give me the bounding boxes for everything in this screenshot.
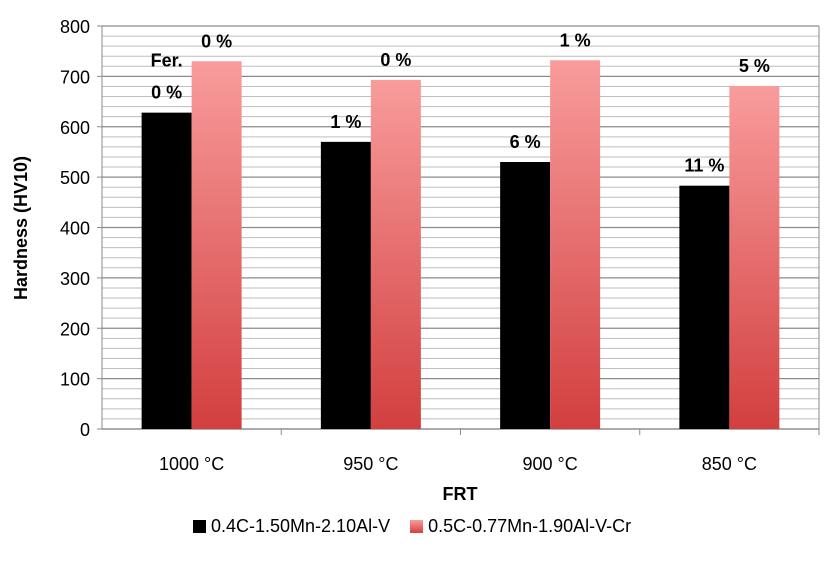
bar-black <box>679 185 730 429</box>
legend-item-series-1: 0.4C-1.50Mn-2.10Al-V <box>193 516 390 537</box>
data-label: 0 % <box>380 50 411 70</box>
legend-label: 0.4C-1.50Mn-2.10Al-V <box>211 516 391 536</box>
data-label: 5 % <box>739 56 770 76</box>
data-label: 11 % <box>684 156 724 176</box>
legend-item-series-2: 0.5C-0.77Mn-1.90Al-V-Cr <box>410 516 631 537</box>
bar-black <box>320 141 371 430</box>
data-label: 0 % <box>201 31 232 51</box>
bar-red <box>729 85 780 429</box>
y-tick-label: 200 <box>60 319 90 339</box>
bar-red <box>370 79 421 430</box>
data-label: 1 % <box>560 30 591 50</box>
data-label: 6 % <box>510 132 541 152</box>
bar-red <box>550 60 601 429</box>
y-tick-label: 0 <box>80 420 90 440</box>
y-tick-label: 700 <box>60 67 90 87</box>
x-tick-label: 850 °C <box>702 454 757 474</box>
x-tick-label: 1000 °C <box>159 454 224 474</box>
bar-red <box>191 61 242 429</box>
y-tick-label: 100 <box>60 370 90 390</box>
y-tick-label: 500 <box>60 168 90 188</box>
y-tick-label: 300 <box>60 269 90 289</box>
data-label: 0 % <box>151 83 182 103</box>
y-tick-label: 400 <box>60 219 90 239</box>
y-tick-label: 800 <box>60 17 90 37</box>
x-axis-title: FRT <box>443 484 478 504</box>
x-tick-label: 950 °C <box>343 454 398 474</box>
hardness-bar-chart: 0 100 200 300 400 500 600 700 800 1000 °C 0 % 0 % 95… <box>11 17 820 504</box>
legend: 0.4C-1.50Mn-2.10Al-V 0.5C-0.77Mn-1.90Al-… <box>193 516 651 537</box>
data-label: 1 % <box>330 112 361 132</box>
annotation-label: Fer. <box>151 51 183 71</box>
legend-label: 0.5C-0.77Mn-1.90Al-V-Cr <box>428 516 632 536</box>
bar-black <box>500 162 551 429</box>
y-tick-label: 600 <box>60 118 90 138</box>
legend-swatch-black <box>193 520 206 533</box>
y-axis-title: Hardness (HV10) <box>11 156 31 300</box>
bar-black <box>141 112 192 430</box>
x-tick-label: 900 °C <box>523 454 578 474</box>
legend-swatch-red <box>410 520 424 533</box>
